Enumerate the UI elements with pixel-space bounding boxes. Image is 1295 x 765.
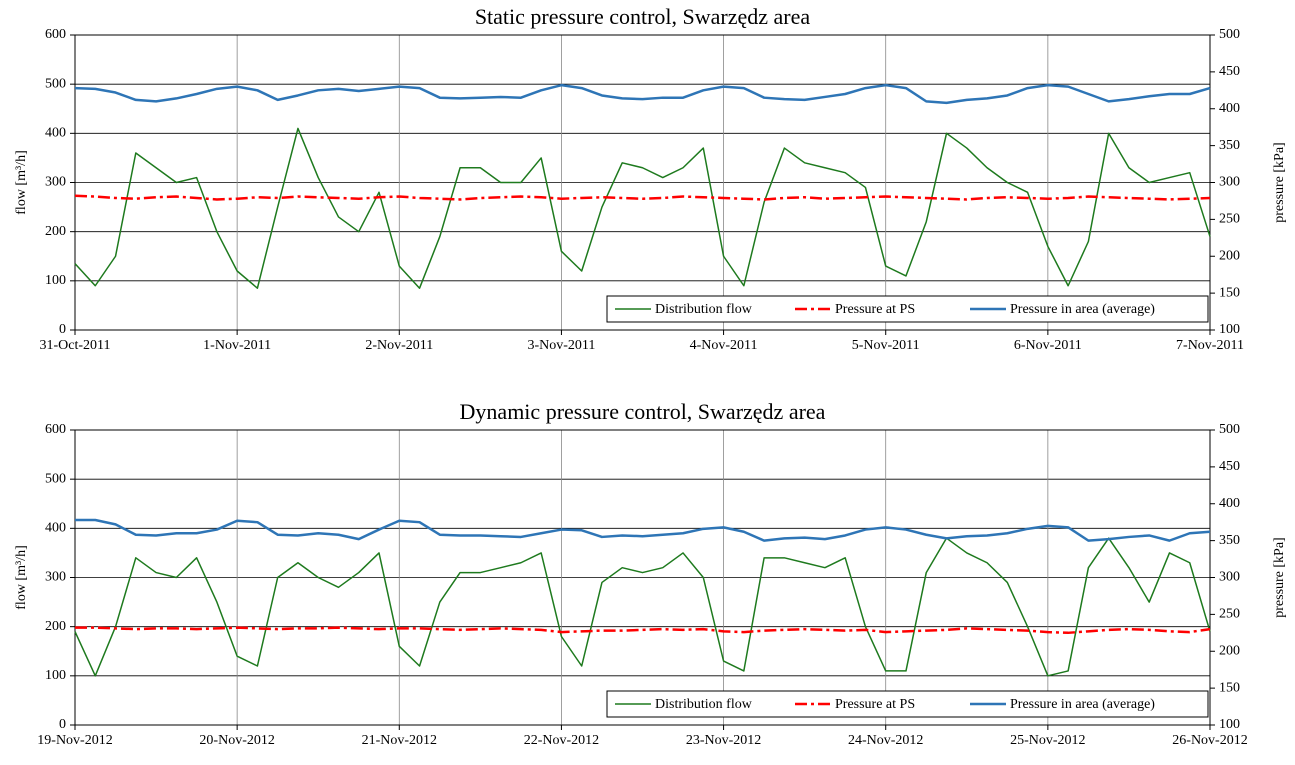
y-tick-label: 0 (59, 717, 66, 732)
legend-box (606, 690, 1209, 718)
y-tick-label: 300 (45, 175, 66, 190)
plot-frame (74, 429, 1211, 726)
legend-label: Distribution flow (655, 302, 753, 317)
y2-tick-label: 150 (1219, 285, 1240, 300)
y2-tick-label: 300 (1219, 175, 1240, 190)
x-tick-label: 5-Nov-2011 (852, 338, 920, 353)
x-tick-label: 24-Nov-2012 (848, 733, 923, 748)
x-tick-label: 21-Nov-2012 (362, 733, 437, 748)
x-tick-label: 19-Nov-2012 (37, 733, 112, 748)
y2-tick-label: 150 (1219, 680, 1240, 695)
y2-tick-label: 200 (1219, 643, 1240, 658)
series-line (74, 537, 1211, 677)
y-tick-label: 100 (45, 668, 66, 683)
legend-label: Pressure at PS (835, 697, 915, 712)
y-tick-label: 300 (45, 570, 66, 585)
y-axis-label: flow [m³/h] (14, 545, 29, 609)
x-tick-label: 20-Nov-2012 (199, 733, 274, 748)
y2-tick-label: 450 (1219, 459, 1240, 474)
y-tick-label: 600 (45, 422, 66, 437)
series-line (75, 518, 1211, 542)
y-tick-label: 100 (45, 273, 66, 288)
y-tick-label: 600 (45, 27, 66, 42)
y-tick-label: 200 (45, 619, 66, 634)
x-tick-label: 1-Nov-2011 (203, 338, 271, 353)
y2-tick-label: 200 (1219, 248, 1240, 263)
legend-label: Pressure in area (average) (1010, 697, 1155, 712)
x-tick-label: 31-Oct-2011 (39, 338, 110, 353)
series-line (75, 626, 1211, 635)
y2-tick-label: 100 (1219, 717, 1240, 732)
chart-title: Static pressure control, Swarzędz area (475, 4, 811, 29)
y-tick-label: 200 (45, 224, 66, 239)
y-tick-label: 400 (45, 126, 66, 141)
y2-tick-label: 250 (1219, 607, 1240, 622)
legend-label: Pressure at PS (835, 302, 915, 317)
x-tick-label: 26-Nov-2012 (1172, 733, 1247, 748)
y2-tick-label: 250 (1219, 212, 1240, 227)
chart: Static pressure control, Swarzędz area 0 1… (14, 4, 1287, 353)
y2-tick-label: 100 (1219, 322, 1240, 337)
legend-box (606, 295, 1209, 323)
series-line (74, 194, 1211, 201)
chart: Dynamic pressure control, Swarzędz area 0… (14, 399, 1287, 748)
x-tick-label: 2-Nov-2011 (365, 338, 433, 353)
y2-tick-label: 400 (1219, 496, 1240, 511)
y2-axis-label: pressure [kPa] (1272, 142, 1287, 222)
chart-title: Dynamic pressure control, Swarzędz area (460, 399, 826, 424)
series-line (74, 127, 1211, 289)
x-tick-label: 23-Nov-2012 (686, 733, 761, 748)
x-tick-label: 22-Nov-2012 (524, 733, 599, 748)
x-tick-label: 6-Nov-2011 (1014, 338, 1082, 353)
y2-axis-label: pressure [kPa] (1272, 537, 1287, 617)
y-axis-label: flow [m³/h] (14, 150, 29, 214)
y2-tick-label: 450 (1219, 64, 1240, 79)
legend-label: Distribution flow (655, 697, 753, 712)
series-line (74, 83, 1211, 105)
legend-label: Pressure in area (average) (1010, 302, 1155, 317)
y2-tick-label: 400 (1219, 101, 1240, 116)
y2-tick-label: 500 (1219, 27, 1240, 42)
y-tick-label: 400 (45, 521, 66, 536)
y2-tick-label: 350 (1219, 138, 1240, 153)
y2-tick-label: 500 (1219, 422, 1240, 437)
y2-tick-label: 350 (1219, 533, 1240, 548)
x-tick-label: 4-Nov-2011 (690, 338, 758, 353)
x-tick-label: 7-Nov-2011 (1176, 338, 1244, 353)
x-tick-label: 25-Nov-2012 (1010, 733, 1085, 748)
y2-tick-label: 300 (1219, 570, 1240, 585)
y-tick-label: 500 (45, 471, 66, 486)
x-tick-label: 3-Nov-2011 (527, 338, 595, 353)
y-tick-label: 500 (45, 76, 66, 91)
y-tick-label: 0 (59, 322, 66, 337)
plot-frame (74, 34, 1211, 331)
